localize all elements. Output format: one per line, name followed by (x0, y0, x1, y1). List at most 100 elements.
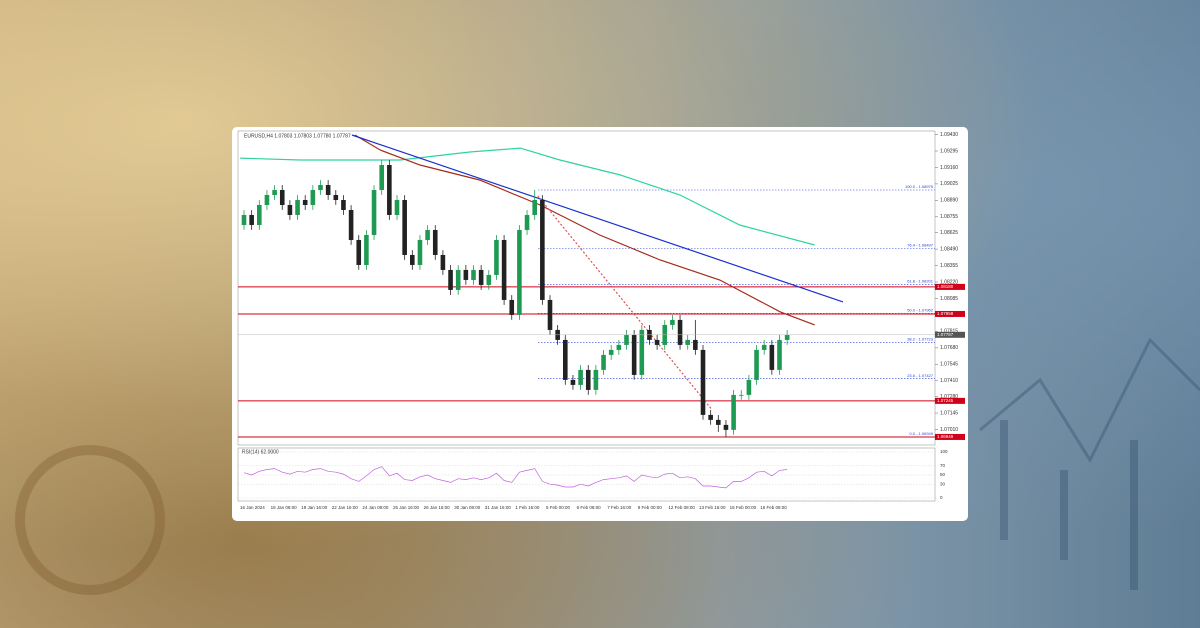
chart-title: EURUSD,H4 1.07803 1.07803 1.07780 1.0778… (244, 133, 351, 139)
level-label: 1.07958 (937, 311, 954, 316)
candle-body (257, 204, 262, 225)
x-tick-label: 7 Feb 16:00 (607, 505, 632, 510)
candle-body (264, 194, 270, 205)
x-tick-label: 22 Jan 16:00 (332, 505, 359, 510)
candle-body (494, 239, 499, 275)
rsi-tick-label: 100 (940, 449, 948, 454)
level-tag (935, 433, 965, 440)
candle-body (570, 379, 576, 385)
candle-body (784, 334, 790, 340)
candle-body (670, 319, 675, 325)
candle-body (279, 189, 285, 205)
candle-body (761, 344, 767, 350)
candle-body (700, 349, 706, 415)
candle-body (463, 269, 469, 280)
fib-label: 0.0 - 1.06949 (909, 431, 933, 436)
x-tick-label: 26 Jan 16:00 (424, 505, 451, 510)
rsi-tick-label: 70 (940, 463, 946, 468)
last-price-tag (935, 331, 965, 338)
decor-candle (1060, 470, 1068, 560)
candle-body (509, 299, 515, 315)
candle-body (341, 199, 346, 210)
y-tick-label: 1.09025 (940, 181, 958, 187)
candle-body (471, 269, 476, 280)
candle-body (540, 199, 545, 300)
candle-body (356, 239, 362, 265)
candle-body (532, 199, 537, 215)
candle-body (302, 199, 308, 205)
candle-body (425, 229, 430, 240)
candle-body (685, 339, 690, 345)
candle-body (616, 344, 622, 350)
x-tick-label: 12 Feb 08:00 (668, 505, 695, 510)
rsi-frame (237, 447, 936, 502)
candle-body (631, 334, 637, 375)
overlay-line (537, 195, 713, 411)
candle-body (585, 369, 591, 390)
decor-coin (15, 445, 165, 595)
y-tick-label: 1.08755 (940, 214, 958, 220)
decor-candle (1130, 440, 1138, 590)
candle-body (486, 274, 492, 285)
candle-body (379, 165, 384, 190)
candle-body (417, 239, 423, 265)
candle-body (547, 299, 553, 330)
y-tick-label: 1.07545 (940, 362, 958, 368)
decor-candle (1000, 420, 1008, 540)
y-tick-label: 1.08355 (940, 263, 958, 269)
candle-body (754, 349, 759, 380)
candle-body (440, 254, 446, 270)
level-label: 1.07245 (937, 398, 954, 403)
y-tick-label: 1.09295 (940, 148, 958, 154)
x-tick-label: 18 Jan 08:00 (271, 505, 298, 510)
candle-body (272, 189, 277, 195)
candle-body (624, 334, 629, 345)
last-price-label: 1.07787 (937, 332, 954, 337)
candle-body (654, 339, 660, 345)
candle-body (746, 379, 752, 395)
level-tag (935, 397, 965, 404)
fib-label: 23.6 - 1.07427 (907, 373, 934, 378)
overlay-line (354, 134, 815, 326)
candle-body (769, 344, 775, 370)
candle-body (394, 199, 400, 215)
y-tick-label: 1.07815 (940, 329, 958, 335)
x-tick-label: 6 Feb 08:00 (577, 505, 602, 510)
candle-body (432, 229, 438, 255)
fib-label: 38.2 - 1.07723 (907, 337, 934, 342)
x-tick-label: 16 Jan 2024 (240, 505, 265, 510)
candle-body (455, 269, 461, 290)
candle-body (295, 199, 300, 215)
y-tick-label: 1.08490 (940, 246, 958, 252)
candle-body (501, 239, 507, 300)
y-tick-label: 1.07280 (940, 394, 958, 400)
rsi-tick-label: 50 (940, 472, 946, 477)
y-tick-label: 1.08220 (940, 279, 958, 285)
candle-body (524, 214, 530, 230)
candle-body (410, 254, 415, 265)
fib-label: 61.8 - 1.08201 (907, 278, 934, 283)
background-decor (15, 337, 1200, 595)
candle-body (318, 184, 323, 190)
candle-body (371, 189, 377, 235)
overlay-line (240, 147, 815, 246)
x-tick-label: 1 Feb 16:00 (515, 505, 540, 510)
rsi-title: RSI(14) 62.0000 (242, 449, 279, 455)
candle-body (777, 339, 782, 370)
level-label: 1.06949 (937, 434, 954, 439)
overlay-line (351, 134, 844, 303)
chart-card (232, 127, 968, 521)
rsi-tick-label: 0 (940, 495, 943, 500)
candle-body (731, 394, 736, 430)
candle-body (241, 214, 247, 225)
candle-body (333, 194, 339, 200)
candle-body (677, 319, 683, 345)
candle-body (387, 165, 392, 215)
fib-label: 100.0 - 1.08975 (905, 184, 934, 189)
y-tick-label: 1.09160 (940, 165, 958, 171)
candle-body (723, 424, 729, 430)
candle-body (601, 354, 606, 370)
candle-body (364, 234, 369, 265)
